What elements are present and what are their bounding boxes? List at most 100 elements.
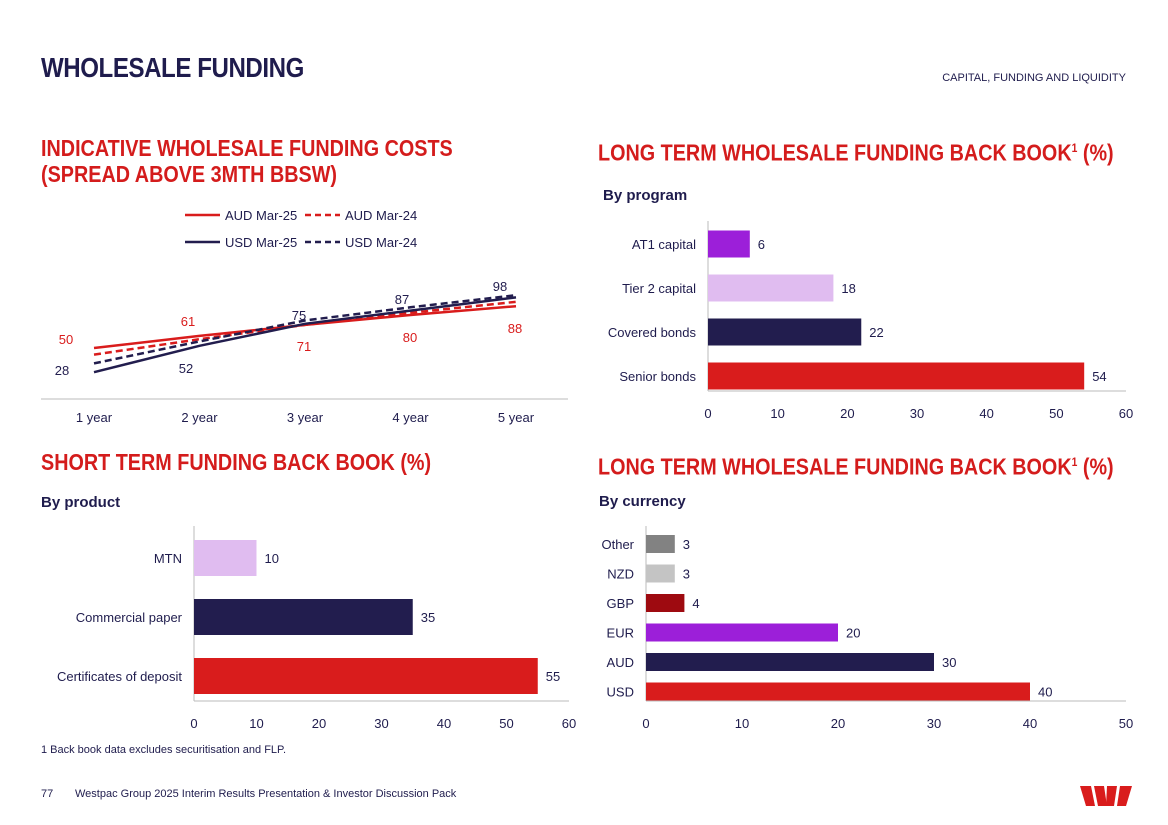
data-label: 61 xyxy=(181,314,195,329)
category-label: AT1 capital xyxy=(632,237,696,252)
category-label: USD xyxy=(607,685,634,700)
subtitle-by-product: By product xyxy=(41,494,121,511)
data-label: 87 xyxy=(395,292,409,307)
chart-title-ltcur: LONG TERM WHOLESALE FUNDING BACK BOOK1 (… xyxy=(598,449,1114,480)
category-label: Certificates of deposit xyxy=(57,669,182,684)
x-tick-label: 40 xyxy=(979,406,993,421)
value-label: 20 xyxy=(846,626,860,641)
x-tick-label: 5 year xyxy=(498,410,535,425)
chart-title-ltprog: LONG TERM WHOLESALE FUNDING BACK BOOK1 (… xyxy=(598,135,1114,166)
category-label: GBP xyxy=(607,596,634,611)
x-tick-label: 20 xyxy=(831,716,845,731)
chart-title-st: SHORT TERM FUNDING BACK BOOK (%) xyxy=(41,449,432,475)
x-tick-label: 1 year xyxy=(76,410,113,425)
lt-by-currency-bar-chart: Other 3 NZD 3 GBP 4 EUR 20 AUD 30 USD 40 0 10 20 30 40 50 xyxy=(601,526,1133,731)
x-tick-label: 50 xyxy=(499,716,513,731)
x-tick-label: 3 year xyxy=(287,410,324,425)
data-label: 80 xyxy=(403,330,417,345)
page-title: WHOLESALE FUNDING xyxy=(41,52,304,83)
value-label: 3 xyxy=(683,567,690,582)
subtitle-by-currency: By currency xyxy=(599,493,686,510)
value-label: 10 xyxy=(265,551,279,566)
category-label: EUR xyxy=(607,626,634,641)
bar-senior-bonds xyxy=(708,362,1085,390)
x-tick-label: 30 xyxy=(910,406,924,421)
value-label: 54 xyxy=(1092,369,1106,384)
x-tick-label: 0 xyxy=(704,406,711,421)
category-label: Covered bonds xyxy=(608,325,697,340)
bar-nzd xyxy=(646,564,675,583)
data-label: 71 xyxy=(297,339,311,354)
chart-title-costs-line1: INDICATIVE WHOLESALE FUNDING COSTS xyxy=(41,135,453,161)
legend-label-2: USD Mar-25 xyxy=(225,235,297,250)
data-label: 88 xyxy=(508,321,522,336)
category-label: Senior bonds xyxy=(619,369,696,384)
bar-gbp xyxy=(646,594,685,612)
footer-doc-title: Westpac Group 2025 Interim Results Prese… xyxy=(75,788,457,800)
x-tick-label: 30 xyxy=(927,716,941,731)
value-label: 40 xyxy=(1038,685,1052,700)
x-tick-label: 0 xyxy=(642,716,649,731)
x-tick-label: 60 xyxy=(562,716,576,731)
data-label: 75 xyxy=(292,308,306,323)
x-tick-label: 50 xyxy=(1049,406,1063,421)
value-label: 55 xyxy=(546,669,560,684)
section-label: CAPITAL, FUNDING AND LIQUIDITY xyxy=(942,72,1126,84)
value-label: 35 xyxy=(421,610,435,625)
series-line-2 xyxy=(93,296,517,374)
category-label: Tier 2 capital xyxy=(622,281,696,296)
data-label: 50 xyxy=(59,332,73,347)
subtitle-by-program: By program xyxy=(603,187,688,204)
x-tick-label: 40 xyxy=(437,716,451,731)
category-label: NZD xyxy=(607,567,634,582)
value-label: 18 xyxy=(841,281,855,296)
category-label: AUD xyxy=(607,655,634,670)
x-tick-label: 50 xyxy=(1119,716,1133,731)
bar-commercial-paper xyxy=(194,599,413,635)
category-label: Other xyxy=(601,537,634,552)
series-line-3 xyxy=(93,293,517,365)
x-tick-label: 20 xyxy=(312,716,326,731)
value-label: 30 xyxy=(942,655,956,670)
chart-title-costs-line2: (SPREAD ABOVE 3MTH BBSW) xyxy=(41,161,337,187)
x-tick-label: 20 xyxy=(840,406,854,421)
bar-mtn xyxy=(194,540,257,576)
x-tick-label: 0 xyxy=(190,716,197,731)
lt-by-program-bar-chart: AT1 capital 6 Tier 2 capital 18 Covered bond… xyxy=(608,221,1133,421)
chart-title-ltprog-suffix: (%) xyxy=(1077,139,1114,166)
chart-title-costs: INDICATIVE WHOLESALE FUNDING COSTS (SPRE… xyxy=(41,135,453,187)
legend-label-0: AUD Mar-25 xyxy=(225,208,297,223)
footnote: 1 Back book data excludes securitisation… xyxy=(41,744,287,756)
chart-title-ltcur-text: LONG TERM WHOLESALE FUNDING BACK BOOK xyxy=(598,453,1072,480)
bar-usd xyxy=(646,682,1030,701)
x-tick-label: 10 xyxy=(770,406,784,421)
category-label: MTN xyxy=(154,551,182,566)
x-tick-label: 2 year xyxy=(181,410,218,425)
x-tick-label: 10 xyxy=(735,716,749,731)
westpac-logo-icon xyxy=(1080,786,1132,806)
bar-at1-capital xyxy=(708,230,750,258)
bar-certificates-of-deposit xyxy=(194,658,538,694)
funding-costs-line-chart: AUD Mar-25 AUD Mar-24 USD Mar-25 USD Mar-24… xyxy=(41,208,568,425)
bar-other xyxy=(646,535,675,553)
value-label: 6 xyxy=(758,237,765,252)
bar-aud xyxy=(646,653,934,671)
legend-label-3: USD Mar-24 xyxy=(345,235,417,250)
chart-title-ltprog-sup: 1 xyxy=(1071,141,1078,155)
chart-title-ltprog-text: LONG TERM WHOLESALE FUNDING BACK BOOK xyxy=(598,139,1072,166)
bar-eur xyxy=(646,623,838,642)
legend-label-1: AUD Mar-24 xyxy=(345,208,417,223)
bar-tier-2-capital xyxy=(708,274,834,302)
bar-covered-bonds xyxy=(708,318,862,346)
x-tick-label: 60 xyxy=(1119,406,1133,421)
x-tick-label: 4 year xyxy=(392,410,429,425)
page-number: 77 xyxy=(41,788,54,800)
value-label: 3 xyxy=(683,537,690,552)
x-tick-label: 10 xyxy=(249,716,263,731)
category-label: Commercial paper xyxy=(76,610,183,625)
chart-title-ltcur-sup: 1 xyxy=(1071,455,1078,469)
value-label: 22 xyxy=(869,325,883,340)
x-tick-label: 30 xyxy=(374,716,388,731)
value-label: 4 xyxy=(692,596,699,611)
data-label: 98 xyxy=(493,279,507,294)
